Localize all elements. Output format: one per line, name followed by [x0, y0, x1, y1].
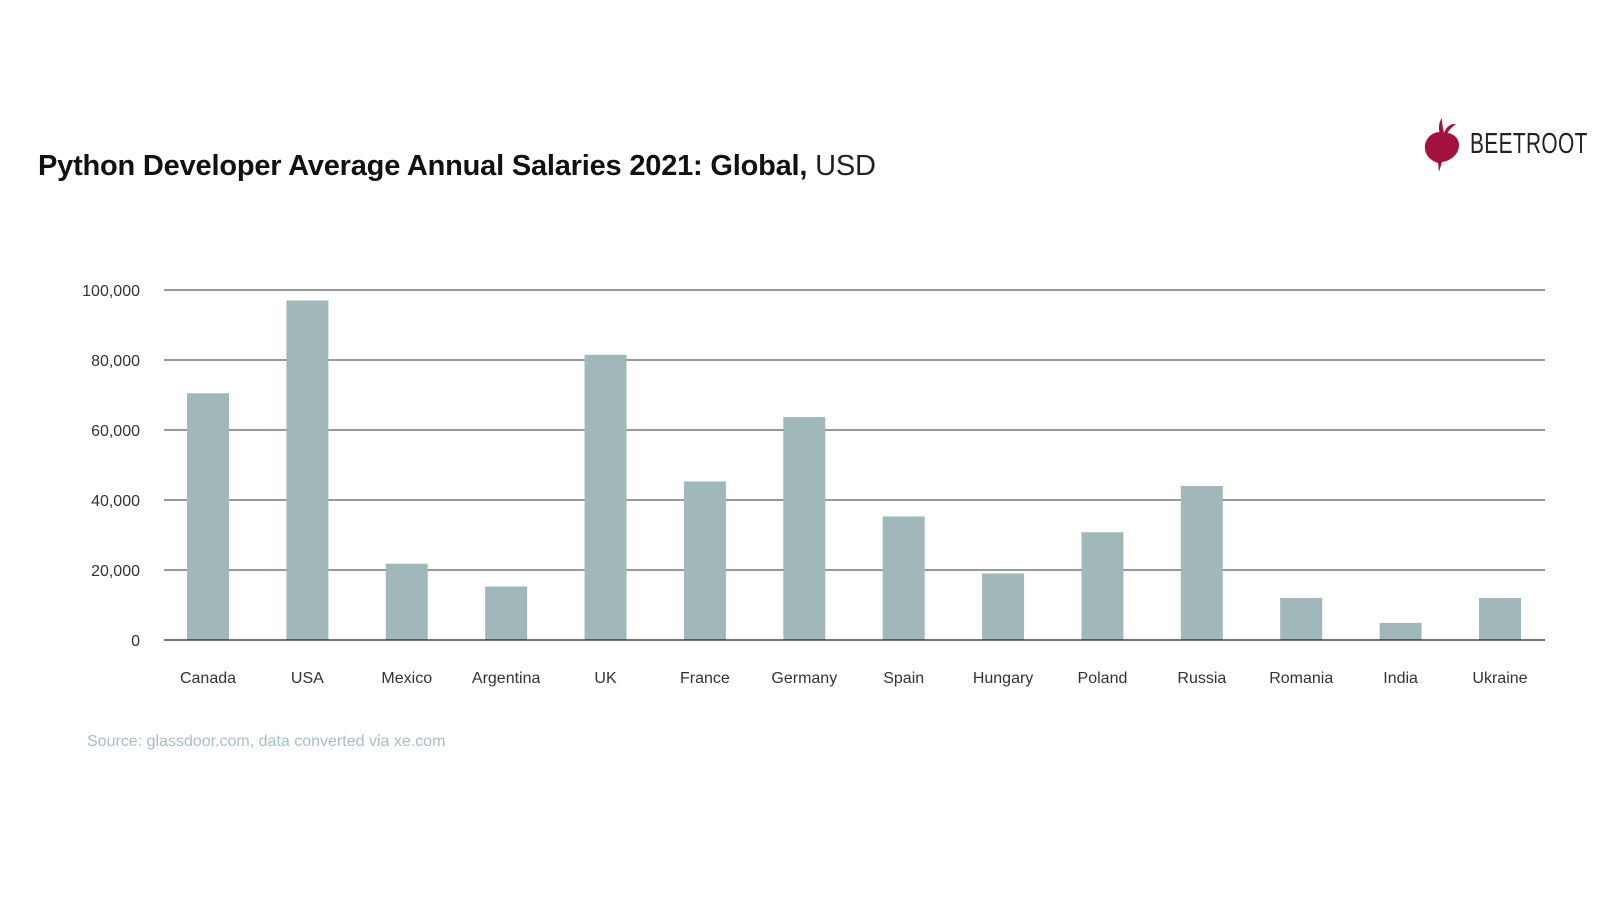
x-tick-label: USA	[291, 670, 324, 687]
y-tick-label: 60,000	[91, 423, 140, 440]
x-tick-label: Canada	[180, 670, 236, 687]
x-tick-label: UK	[594, 670, 617, 687]
x-tick-label: Ukraine	[1472, 670, 1527, 687]
y-tick-label: 80,000	[91, 353, 140, 370]
x-tick-label: Poland	[1078, 670, 1128, 687]
bar	[1479, 598, 1521, 640]
source-note: Source: glassdoor.com, data converted vi…	[87, 733, 446, 750]
bar	[485, 586, 528, 640]
x-tick-label: Romania	[1269, 670, 1333, 687]
x-tick-label: France	[680, 670, 730, 687]
bar	[982, 573, 1025, 640]
bar	[1081, 532, 1124, 640]
bar	[783, 417, 826, 640]
bar	[385, 563, 428, 640]
x-tick-label: India	[1383, 670, 1418, 687]
x-tick-label: Russia	[1177, 670, 1226, 687]
y-tick-label: 20,000	[91, 563, 140, 580]
bar	[187, 393, 229, 640]
chart-title: Python Developer Average Annual Salaries…	[38, 150, 876, 183]
y-tick-label: 100,000	[82, 283, 140, 300]
chart-title-main: Python Developer Average Annual Salaries…	[38, 150, 808, 182]
bar	[1180, 486, 1223, 640]
bar	[286, 300, 329, 640]
x-tick-label: Spain	[883, 670, 924, 687]
y-tick-label: 40,000	[91, 493, 140, 510]
x-tick-label: Hungary	[973, 670, 1033, 687]
beet-icon	[1424, 118, 1459, 172]
bar	[683, 481, 726, 640]
bar	[1280, 598, 1323, 640]
brand-logo-text: BEETROOT	[1470, 128, 1588, 160]
brand-logo: BEETROOT	[1418, 116, 1587, 176]
x-tick-label: Mexico	[381, 670, 432, 687]
y-tick-label: 0	[131, 633, 140, 650]
chart-title-unit: USD	[815, 150, 876, 182]
x-tick-label: Argentina	[472, 670, 541, 687]
x-tick-label: Germany	[771, 670, 837, 687]
bar	[1379, 622, 1422, 640]
bar	[584, 354, 627, 640]
bar	[882, 516, 925, 640]
